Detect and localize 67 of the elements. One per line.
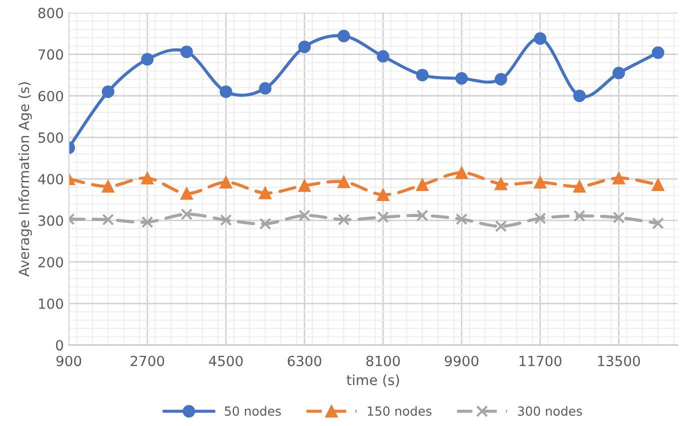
point [573, 180, 586, 193]
point [455, 72, 468, 85]
y-tick-label: 400 [38, 174, 64, 184]
point [377, 211, 389, 224]
y-tick-label: 600 [38, 90, 64, 102]
y-tick-label: 200 [38, 256, 64, 268]
legend-label: 150 nodes [368, 406, 432, 416]
y-tick-label: 100 [38, 298, 64, 309]
point [298, 40, 311, 54]
point [258, 82, 272, 95]
point [220, 85, 232, 98]
point [298, 210, 310, 222]
x-tick-label: 9900 [444, 356, 478, 366]
legend-label: 50 nodes [224, 406, 281, 416]
point [652, 178, 664, 191]
point [534, 212, 546, 224]
point [220, 214, 232, 226]
point [456, 213, 468, 226]
y-tick-label: 800 [38, 8, 64, 18]
point [534, 176, 546, 188]
point [416, 210, 428, 222]
x-tick-label: 4500 [208, 356, 243, 366]
point [495, 220, 507, 232]
y-axis-title: Average Information Age (s) [18, 82, 32, 277]
point [180, 208, 193, 220]
point [141, 216, 154, 228]
point [376, 188, 390, 201]
point [258, 186, 272, 200]
point [573, 90, 586, 102]
point [612, 212, 625, 224]
y-tick-label: 300 [38, 215, 64, 226]
point [652, 217, 664, 230]
point [338, 30, 350, 42]
x-tick-label: 13500 [598, 356, 640, 366]
point [102, 85, 114, 98]
x-tick-label: 8100 [366, 356, 400, 366]
point [102, 214, 114, 226]
point [416, 68, 429, 82]
y-tick-label: 500 [38, 132, 64, 143]
point [338, 176, 350, 188]
point [220, 176, 232, 188]
x-axis-title: time (s) [346, 374, 399, 387]
point [141, 53, 154, 66]
point [534, 32, 546, 45]
point [612, 66, 626, 80]
point [102, 180, 114, 193]
point [416, 178, 429, 191]
point [652, 46, 664, 59]
point [298, 179, 311, 192]
x-tick-label: 2700 [130, 356, 164, 366]
y-tick-label: 700 [38, 49, 64, 60]
x-tick-label: 900 [56, 356, 82, 366]
point [259, 218, 272, 230]
legend-label: 300 nodes [518, 406, 582, 416]
point [180, 187, 193, 200]
point [574, 210, 586, 222]
x-tick-label: 11700 [520, 356, 562, 366]
y-tick-label: 0 [56, 340, 64, 351]
point [455, 166, 468, 179]
point [180, 46, 193, 58]
point [612, 172, 626, 184]
point [494, 178, 508, 190]
point [494, 72, 508, 86]
point [376, 50, 390, 63]
point [338, 214, 350, 226]
point [141, 172, 154, 184]
x-tick-label: 6300 [288, 356, 322, 366]
